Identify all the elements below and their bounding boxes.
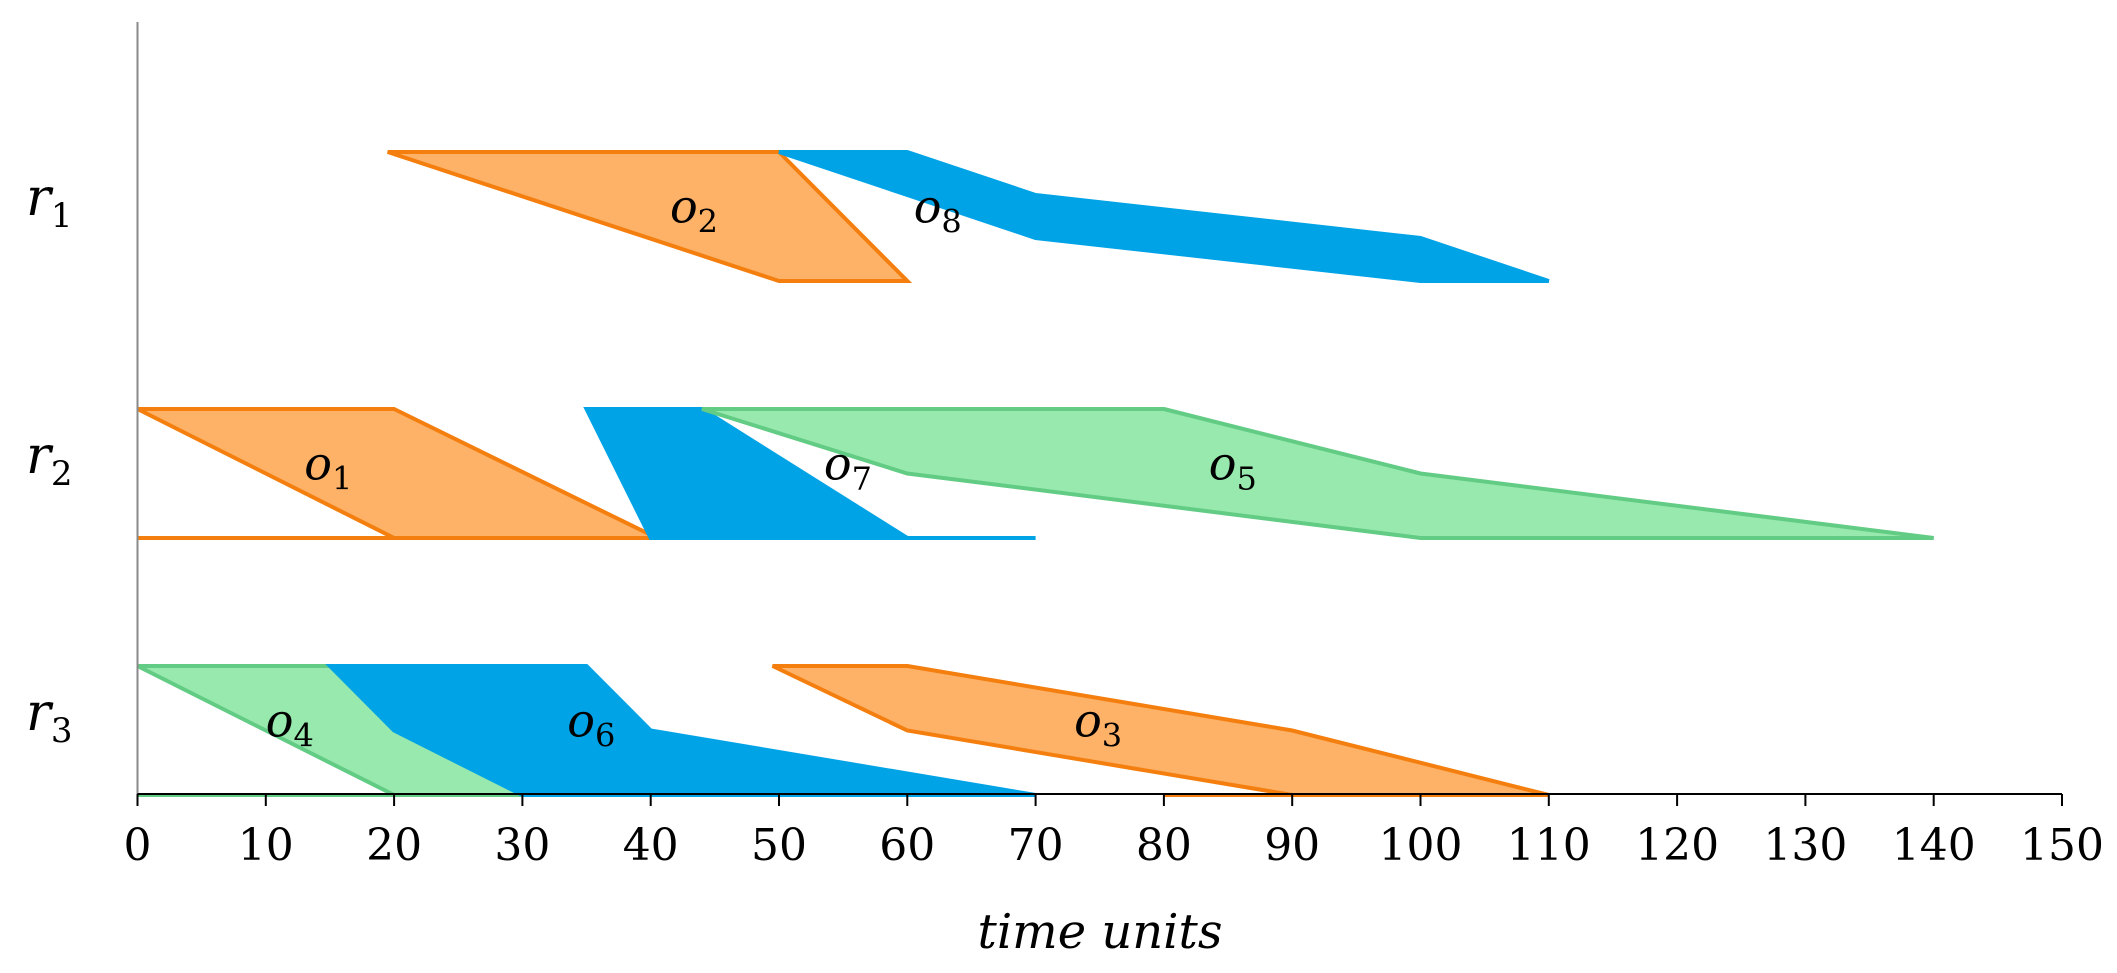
operation-labels: o2 o8 o1 o7 o5 o4 o6 o3: [266, 180, 1257, 755]
x-tick-label-90: 90: [1264, 820, 1320, 871]
operation-o5: [701, 407, 1934, 540]
x-tick-label-0: 0: [124, 820, 152, 871]
operation-label-o3: o3: [1074, 694, 1122, 755]
x-axis-title: time units: [978, 904, 1223, 960]
operation-label-o5: o5: [1209, 437, 1257, 498]
x-tick-label-20: 20: [366, 820, 422, 871]
row-label-r3: r3: [26, 683, 73, 751]
x-tick-label-80: 80: [1136, 820, 1192, 871]
x-tick-label-60: 60: [879, 820, 935, 871]
operation-label-o2: o2: [670, 180, 718, 241]
x-tick-label-10: 10: [238, 820, 294, 871]
operation-label-o4: o4: [266, 694, 314, 755]
operation-label-o1: o1: [304, 437, 352, 498]
operation-bars: [136, 150, 1934, 797]
operation-label-o6: o6: [567, 694, 615, 755]
x-tick-label-120: 120: [1635, 820, 1719, 871]
row-label-r1: r1: [26, 168, 73, 236]
row-labels: r1 r2 r3: [26, 168, 73, 751]
operation-label-o7: o7: [824, 437, 872, 498]
operation-label-o8: o8: [914, 180, 962, 241]
x-tick-label-40: 40: [623, 820, 679, 871]
x-axis-ticks: 0 10 20 30 40 50 60 70 80 90 100 110 120 130 140 150: [124, 794, 2104, 871]
row-label-r2: r2: [26, 426, 73, 494]
x-tick-label-130: 130: [1763, 820, 1847, 871]
x-tick-label-30: 30: [494, 820, 550, 871]
x-tick-label-70: 70: [1008, 820, 1064, 871]
operation-o7: [583, 407, 1036, 540]
x-tick-label-100: 100: [1379, 820, 1463, 871]
x-tick-label-140: 140: [1892, 820, 1976, 871]
x-tick-label-150: 150: [2020, 820, 2104, 871]
operation-o2: [387, 150, 913, 283]
operation-o8: [778, 150, 1550, 283]
x-tick-label-110: 110: [1507, 820, 1591, 871]
operation-o1: [136, 407, 658, 540]
x-tick-label-50: 50: [751, 820, 807, 871]
